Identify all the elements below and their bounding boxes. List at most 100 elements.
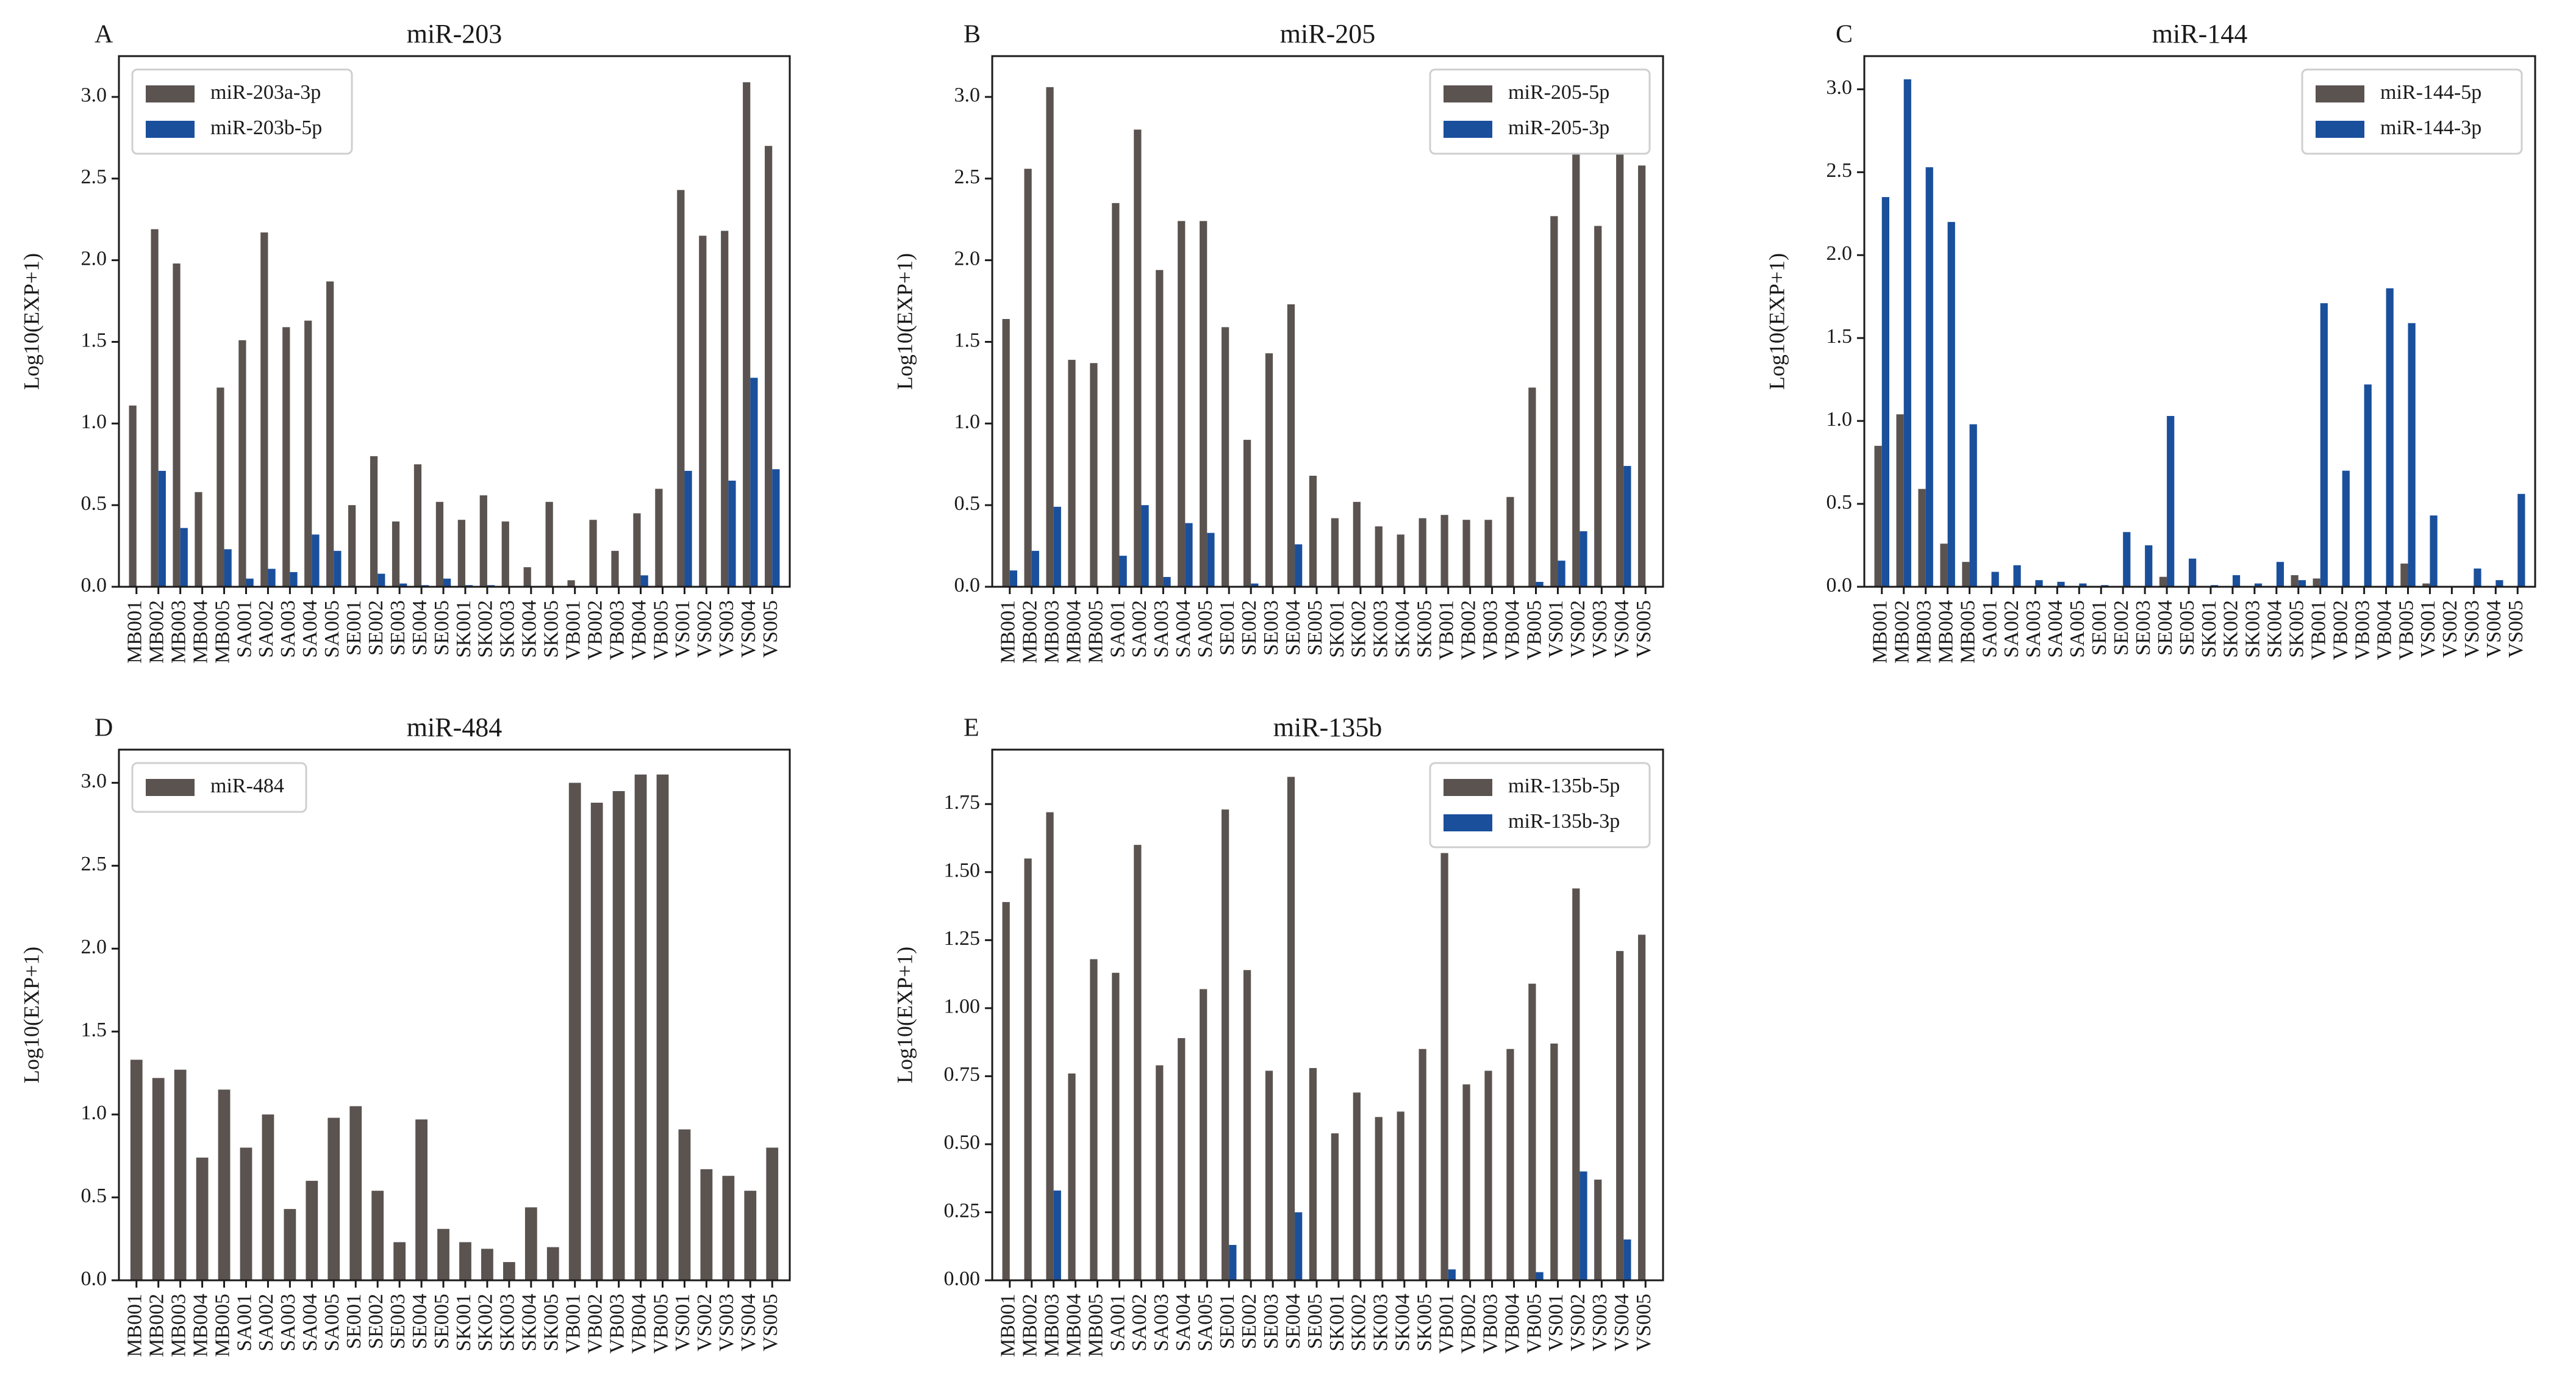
bar — [1053, 1190, 1061, 1280]
bar — [684, 470, 692, 587]
bar — [334, 551, 342, 587]
bar — [2035, 580, 2043, 587]
y-tick-label: 3.0 — [81, 770, 107, 792]
bar — [1940, 543, 1948, 587]
x-tick-label: VS003 — [2461, 600, 2483, 658]
bar — [1580, 531, 1587, 587]
bar — [766, 1147, 779, 1280]
bar — [1331, 518, 1339, 587]
legend-swatch — [2316, 85, 2364, 102]
y-tick-label: 1.5 — [81, 329, 107, 351]
x-tick-label: MB004 — [1062, 1294, 1085, 1357]
x-tick-label: SK003 — [1370, 1294, 1392, 1351]
x-tick-label: VS005 — [2505, 600, 2527, 658]
bar — [640, 575, 648, 587]
chart-title: miR-484 — [407, 712, 502, 742]
x-tick-label: MB001 — [124, 600, 146, 664]
bar — [1053, 506, 1061, 587]
x-tick-label: VS001 — [1545, 1294, 1567, 1351]
x-tick-label: SA004 — [299, 1294, 321, 1351]
x-tick-label: VS005 — [759, 1294, 782, 1351]
y-tick-label: 0.0 — [954, 574, 981, 597]
bar — [457, 520, 465, 587]
x-tick-label: VS003 — [715, 600, 738, 658]
bar — [1090, 363, 1098, 587]
bar — [1119, 556, 1127, 587]
bar — [1896, 414, 1904, 587]
x-tick-label: SA003 — [277, 600, 299, 658]
x-tick-label: VB005 — [649, 1294, 672, 1354]
legend-label: miR-135b-3p — [1508, 810, 1620, 833]
bar — [1024, 168, 1032, 587]
x-tick-label: VB001 — [562, 600, 585, 660]
x-tick-label: VB003 — [1479, 1294, 1501, 1354]
bar — [348, 505, 356, 587]
legend-label: miR-203b-5p — [210, 117, 322, 139]
x-tick-label: SE002 — [365, 1294, 387, 1349]
x-tick-label: SA002 — [255, 600, 277, 658]
bar — [1287, 304, 1295, 587]
legend: miR-203a-3p miR-203b-5p — [131, 68, 353, 155]
y-tick-label: 2.5 — [81, 853, 107, 875]
x-tick-label: MB001 — [124, 1294, 146, 1357]
bar — [479, 495, 487, 587]
bar — [611, 551, 619, 587]
x-tick-label: VB004 — [2373, 600, 2395, 660]
x-tick-label: VS003 — [715, 1294, 738, 1351]
bar — [415, 1119, 428, 1280]
bar — [304, 320, 312, 587]
bar — [590, 803, 603, 1280]
bar — [1616, 951, 1624, 1280]
legend: miR-484 — [131, 762, 307, 813]
bar — [2422, 583, 2430, 587]
x-tick-label: VS004 — [1611, 1294, 1633, 1351]
x-tick-label: SK004 — [1392, 600, 1414, 658]
x-tick-label: SK005 — [540, 600, 563, 658]
x-tick-label: VB004 — [628, 600, 650, 660]
x-tick-label: VB004 — [1501, 600, 1523, 660]
legend-label: miR-205-5p — [1508, 81, 1609, 104]
y-tick-label: 0.25 — [944, 1199, 981, 1222]
bar — [1440, 515, 1448, 587]
bar — [2057, 581, 2065, 587]
x-tick-label: SE002 — [365, 600, 387, 656]
x-tick-label: MB005 — [1084, 600, 1107, 664]
x-tick-label: SK004 — [1392, 1294, 1414, 1351]
x-tick-label: MB002 — [1891, 600, 1914, 664]
bar — [1295, 1212, 1303, 1280]
y-tick-label: 1.5 — [81, 1019, 107, 1041]
bar — [152, 1078, 165, 1280]
bar — [1353, 501, 1361, 587]
x-tick-label: SK005 — [1414, 600, 1436, 658]
y-tick-label: 1.0 — [81, 1102, 107, 1124]
bar — [174, 1069, 187, 1280]
x-tick-label: MB004 — [1062, 600, 1085, 664]
bar — [413, 464, 422, 587]
bar — [728, 481, 736, 587]
x-tick-label: VS001 — [671, 1294, 694, 1351]
bar — [284, 1209, 296, 1280]
x-tick-label: SK002 — [474, 600, 497, 658]
x-tick-label: MB004 — [189, 1294, 212, 1357]
bar — [1484, 1070, 1492, 1280]
y-tick-label: 1.5 — [954, 329, 981, 351]
bar — [1068, 1073, 1076, 1280]
x-tick-label: VS001 — [1545, 600, 1567, 658]
bar — [1397, 534, 1404, 587]
bar — [349, 1106, 362, 1280]
bar — [130, 1060, 143, 1280]
bar — [1462, 1084, 1470, 1280]
x-tick-label: SE001 — [1216, 1294, 1239, 1349]
bar — [1207, 532, 1215, 587]
x-tick-label: SA005 — [321, 600, 343, 658]
x-tick-label: VS002 — [693, 600, 716, 658]
x-tick-label: SE004 — [409, 600, 431, 656]
bar — [2167, 415, 2175, 587]
bar — [772, 469, 780, 587]
chart-title: miR-144 — [2152, 19, 2247, 49]
bar — [1178, 1038, 1186, 1280]
plot-frame — [118, 748, 791, 1282]
x-tick-label: VS005 — [1633, 1294, 1655, 1351]
y-tick-label: 1.0 — [954, 411, 981, 433]
x-tick-label: SE001 — [343, 1294, 365, 1349]
